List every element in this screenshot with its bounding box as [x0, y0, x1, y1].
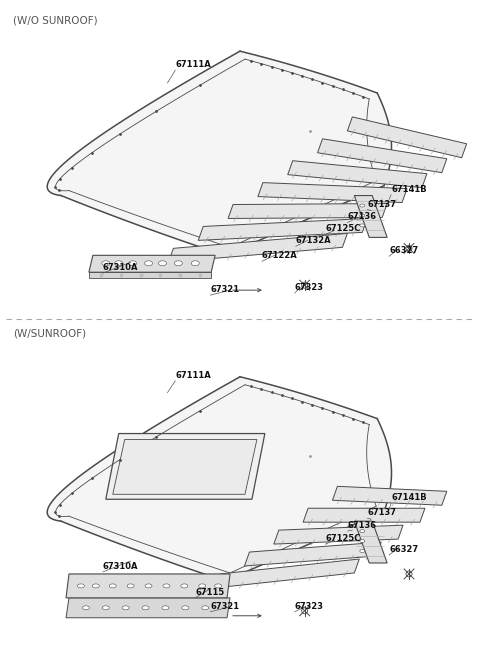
Polygon shape: [113, 440, 257, 495]
Ellipse shape: [182, 606, 189, 610]
Ellipse shape: [192, 261, 199, 266]
Text: 67323: 67323: [295, 283, 324, 292]
Polygon shape: [106, 434, 265, 499]
Text: 67310A: 67310A: [103, 562, 138, 571]
Text: 67125C: 67125C: [325, 534, 361, 543]
Ellipse shape: [163, 584, 170, 588]
Text: 67323: 67323: [295, 602, 324, 611]
Ellipse shape: [158, 261, 167, 266]
Ellipse shape: [145, 584, 152, 588]
Text: 67137: 67137: [367, 508, 396, 517]
Ellipse shape: [202, 606, 209, 610]
Polygon shape: [215, 559, 360, 588]
Ellipse shape: [109, 584, 116, 588]
Polygon shape: [348, 117, 467, 158]
Ellipse shape: [199, 584, 206, 588]
Text: 67137: 67137: [367, 200, 396, 208]
Ellipse shape: [102, 261, 110, 266]
Ellipse shape: [360, 530, 365, 533]
Polygon shape: [89, 255, 215, 272]
Polygon shape: [354, 196, 387, 237]
Polygon shape: [168, 233, 348, 262]
Ellipse shape: [174, 261, 182, 266]
Polygon shape: [333, 486, 447, 505]
Ellipse shape: [144, 261, 153, 266]
Polygon shape: [258, 183, 407, 202]
Text: 67310A: 67310A: [103, 263, 138, 272]
Text: (W/O SUNROOF): (W/O SUNROOF): [13, 15, 98, 26]
Polygon shape: [303, 508, 425, 522]
Ellipse shape: [122, 606, 129, 610]
Text: 67122A: 67122A: [262, 252, 298, 260]
Ellipse shape: [162, 606, 169, 610]
Ellipse shape: [142, 606, 149, 610]
Polygon shape: [228, 204, 387, 219]
Ellipse shape: [127, 584, 134, 588]
Ellipse shape: [360, 214, 365, 217]
Ellipse shape: [77, 584, 84, 588]
Ellipse shape: [181, 584, 188, 588]
Ellipse shape: [360, 204, 365, 207]
Text: 67141B: 67141B: [391, 185, 427, 194]
Text: 67321: 67321: [210, 285, 240, 294]
Polygon shape: [47, 377, 392, 581]
Text: 67141B: 67141B: [391, 493, 427, 502]
Ellipse shape: [360, 224, 365, 227]
Text: 66327: 66327: [389, 545, 418, 554]
Ellipse shape: [92, 584, 99, 588]
Polygon shape: [318, 139, 447, 173]
Text: 67111A: 67111A: [175, 60, 211, 69]
Polygon shape: [354, 521, 387, 563]
Polygon shape: [198, 219, 367, 240]
Ellipse shape: [83, 606, 89, 610]
Polygon shape: [288, 160, 427, 187]
Text: 67132A: 67132A: [296, 236, 331, 246]
Text: 67321: 67321: [210, 602, 240, 611]
Ellipse shape: [360, 550, 365, 553]
Ellipse shape: [215, 584, 222, 588]
Text: 66327: 66327: [389, 246, 418, 255]
Polygon shape: [66, 574, 230, 598]
Text: (W/SUNROOF): (W/SUNROOF): [13, 329, 86, 339]
Polygon shape: [47, 51, 392, 255]
Text: 67136: 67136: [348, 212, 376, 221]
Ellipse shape: [129, 261, 137, 266]
Polygon shape: [244, 542, 381, 566]
Polygon shape: [274, 525, 403, 544]
Ellipse shape: [115, 261, 123, 266]
Ellipse shape: [360, 540, 365, 542]
Text: 67125C: 67125C: [325, 225, 361, 233]
Text: 67111A: 67111A: [175, 371, 211, 380]
Text: 67115: 67115: [195, 588, 225, 597]
Text: 67136: 67136: [348, 521, 376, 530]
Polygon shape: [66, 598, 230, 618]
Ellipse shape: [102, 606, 109, 610]
Polygon shape: [89, 272, 211, 278]
